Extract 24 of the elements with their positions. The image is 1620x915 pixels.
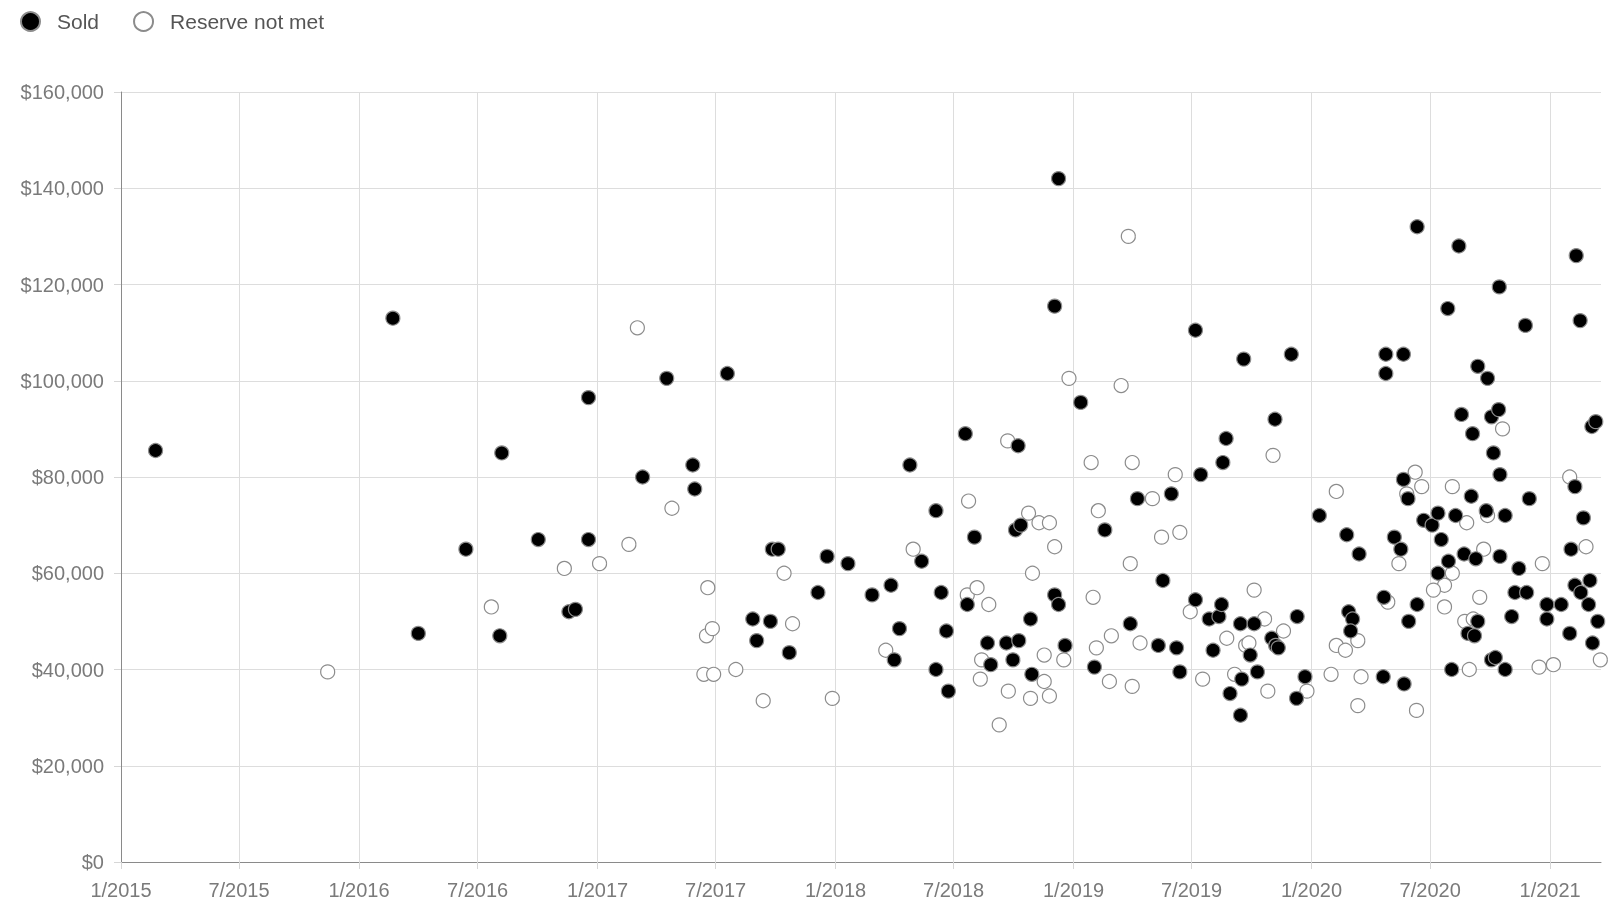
x-tick-label: 1/2015 xyxy=(90,879,152,901)
legend-label: Reserve not met xyxy=(170,10,325,33)
y-tick-label: $60,000 xyxy=(31,562,104,585)
x-tick-label: 7/2018 xyxy=(923,879,985,901)
x-tick-label: 7/2016 xyxy=(447,879,509,901)
y-tick-label: $140,000 xyxy=(20,177,104,200)
y-tick-label: $20,000 xyxy=(31,754,104,777)
x-tick-label: 1/2020 xyxy=(1280,879,1343,901)
x-tick-label: 7/2020 xyxy=(1399,879,1461,901)
x-tick-label: 1/2019 xyxy=(1042,879,1105,901)
y-tick-label: $80,000 xyxy=(31,466,104,488)
x-tick-label: 1/2017 xyxy=(567,879,629,901)
y-tick-label: $160,000 xyxy=(20,81,104,103)
y-tick-label: $0 xyxy=(81,851,104,873)
x-tick-label: 7/2019 xyxy=(1160,879,1223,901)
x-tick-label: 1/2016 xyxy=(328,879,390,901)
y-tick-label: $120,000 xyxy=(20,273,104,296)
y-tick-label: $100,000 xyxy=(20,369,104,392)
x-tick-label: 1/2018 xyxy=(804,879,867,901)
x-tick-label: 7/2015 xyxy=(208,879,270,901)
x-tick-label: 1/2021 xyxy=(1519,879,1581,901)
y-tick-label: $40,000 xyxy=(31,658,104,681)
legend-label: Sold xyxy=(57,10,100,33)
x-tick-label: 7/2017 xyxy=(685,879,747,901)
